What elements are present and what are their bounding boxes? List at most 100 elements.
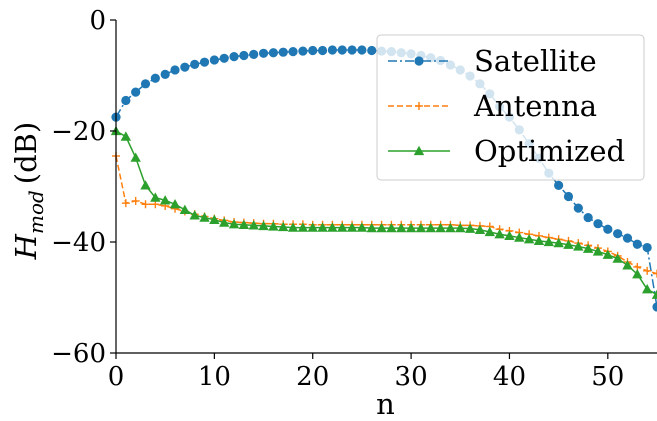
data-point-satellite xyxy=(603,224,613,234)
data-point-satellite xyxy=(249,49,259,60)
data-point-satellite xyxy=(583,212,593,223)
data-point-optimized xyxy=(317,222,328,232)
data-point-optimized xyxy=(258,220,269,231)
data-point-antenna xyxy=(121,199,130,208)
data-point-antenna xyxy=(141,200,150,209)
data-point-optimized xyxy=(346,222,358,232)
data-point-optimized xyxy=(238,219,250,229)
data-point-satellite xyxy=(593,219,603,229)
data-point-optimized xyxy=(396,222,407,233)
y-tick-label: −20 xyxy=(51,117,106,147)
data-point-optimized xyxy=(445,222,456,233)
data-point-satellite xyxy=(131,87,141,97)
x-tick-label: 20 xyxy=(296,362,329,392)
x-tick-label: 10 xyxy=(198,362,231,392)
data-point-optimized xyxy=(278,221,289,232)
data-point-satellite xyxy=(317,45,328,56)
data-point-satellite xyxy=(573,203,583,213)
legend-label-optimized: Optimized xyxy=(474,134,625,168)
data-point-satellite xyxy=(622,233,633,243)
data-point-optimized xyxy=(120,131,132,141)
data-point-satellite xyxy=(367,45,377,56)
x-tick-label: 0 xyxy=(108,362,125,392)
data-point-optimized xyxy=(366,222,377,233)
data-point-optimized xyxy=(435,222,446,233)
data-point-optimized xyxy=(179,204,191,214)
axes: 0 10 20 30 40 50 −60 −40 −20 0 n Hmod(dB) xyxy=(9,6,657,421)
data-point-satellite xyxy=(190,59,200,69)
data-point-antenna xyxy=(643,266,652,275)
data-point-optimized xyxy=(425,222,436,233)
data-point-optimized xyxy=(464,223,476,233)
data-point-optimized xyxy=(130,152,141,162)
legend: Satellite Antenna Optimized xyxy=(376,34,645,181)
data-point-satellite xyxy=(347,45,357,55)
legend-marker-satellite xyxy=(414,56,424,66)
data-point-optimized xyxy=(228,219,240,229)
data-point-satellite xyxy=(652,302,657,312)
data-point-optimized xyxy=(641,283,653,294)
data-point-optimized xyxy=(199,212,210,222)
data-point-satellite xyxy=(298,46,308,56)
y-tick-label: 0 xyxy=(89,6,106,36)
data-point-optimized xyxy=(484,226,495,237)
data-point-optimized xyxy=(602,249,614,259)
data-point-optimized xyxy=(474,224,486,234)
data-point-optimized xyxy=(356,222,368,232)
data-point-optimized xyxy=(543,236,554,247)
x-tick-label: 50 xyxy=(591,362,624,392)
y-tick-label: −40 xyxy=(51,228,106,258)
data-point-optimized xyxy=(209,214,220,224)
data-point-optimized xyxy=(268,221,279,231)
data-point-optimized xyxy=(553,237,564,248)
data-point-satellite xyxy=(554,180,564,190)
data-point-optimized xyxy=(219,217,230,227)
data-point-optimized xyxy=(287,222,299,232)
legend-marker-antenna xyxy=(415,102,423,110)
data-point-optimized xyxy=(327,222,338,232)
data-point-optimized xyxy=(592,246,604,256)
data-point-satellite xyxy=(170,65,180,75)
data-point-satellite xyxy=(632,239,642,249)
data-point-satellite xyxy=(337,45,347,55)
legend-box xyxy=(376,34,645,181)
data-point-antenna xyxy=(131,196,140,205)
x-tick-label: 30 xyxy=(395,362,428,392)
data-point-satellite xyxy=(288,47,298,57)
data-point-antenna xyxy=(653,269,657,278)
data-point-satellite xyxy=(150,73,160,83)
data-point-optimized xyxy=(405,222,417,233)
x-tick-label: 40 xyxy=(493,362,526,392)
data-point-optimized xyxy=(494,229,505,239)
data-point-optimized xyxy=(632,268,643,279)
data-point-optimized xyxy=(150,192,161,202)
data-point-optimized xyxy=(159,195,171,205)
legend-label-satellite: Satellite xyxy=(474,44,597,78)
data-point-satellite xyxy=(278,47,288,57)
x-axis-label: n xyxy=(376,387,395,421)
data-point-optimized xyxy=(386,222,397,233)
data-point-satellite xyxy=(268,48,278,58)
data-point-optimized xyxy=(307,222,318,232)
data-point-optimized xyxy=(415,222,427,233)
y-tick-label: −60 xyxy=(51,339,106,369)
data-point-optimized xyxy=(455,222,466,233)
data-point-optimized xyxy=(523,234,535,244)
data-point-satellite xyxy=(642,242,652,253)
data-point-optimized xyxy=(140,180,151,190)
data-point-optimized xyxy=(563,239,574,249)
legend-marker-optimized xyxy=(413,145,425,156)
data-point-optimized xyxy=(337,222,348,232)
data-point-optimized xyxy=(189,210,200,220)
data-point-satellite xyxy=(160,69,170,79)
data-point-satellite xyxy=(199,57,210,67)
data-point-satellite xyxy=(121,95,131,106)
data-point-optimized xyxy=(297,222,309,232)
data-point-satellite xyxy=(239,50,249,61)
data-point-satellite xyxy=(219,53,229,63)
data-point-satellite xyxy=(229,52,239,62)
data-point-optimized xyxy=(651,289,657,299)
data-point-satellite xyxy=(140,79,151,89)
